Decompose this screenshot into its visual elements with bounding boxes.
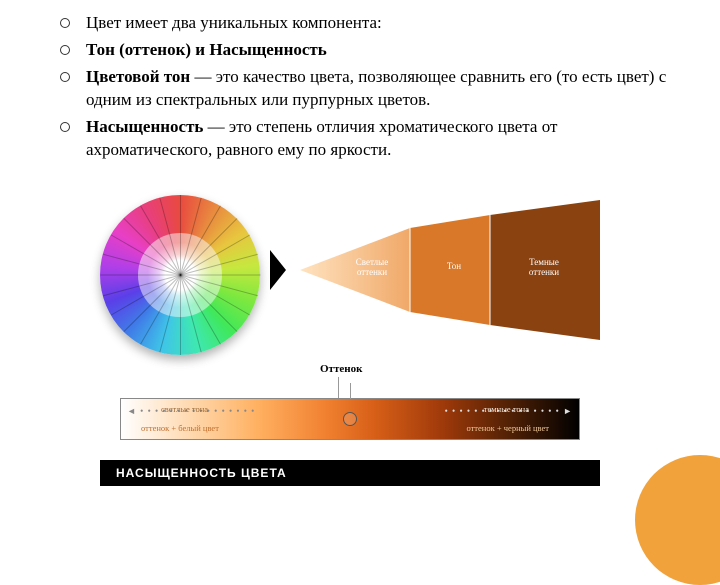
bullet-text: Цветовой тон — это качество цвета, позво… (86, 66, 670, 112)
bar-label-top-right: темные тона (484, 405, 529, 415)
bullet-text: Цвет имеет два уникальных компонента: (86, 12, 382, 35)
bullet-text: Насыщенность — это степень отличия хрома… (86, 116, 670, 162)
bar-center-marker-icon (343, 412, 357, 426)
bar-label-top-left: светлые тона (161, 405, 208, 415)
bullet-item: Цвет имеет два уникальных компонента: (60, 12, 670, 35)
bar-label-bottom-right: оттенок + черный цвет (466, 424, 549, 434)
saturation-caption: НАСЫЩЕННОСТЬ ЦВЕТА (100, 460, 600, 486)
value-wedge: Светлые оттенки Тон Темные оттенки (300, 200, 600, 340)
bullet-text: Тон (оттенок) и Насыщенность (86, 39, 327, 62)
bullet-marker-icon (60, 122, 70, 132)
figures-region: Светлые оттенки Тон Темные оттенки Оттен… (0, 180, 720, 540)
bar-label-bottom-left: оттенок + белый цвет (141, 424, 219, 434)
bullet-marker-icon (60, 45, 70, 55)
hue-pointer-line (338, 377, 339, 399)
bullet-item: Тон (оттенок) и Насыщенность (60, 39, 670, 62)
bullet-list: Цвет имеет два уникальных компонента: То… (0, 0, 720, 162)
bullet-marker-icon (60, 72, 70, 82)
color-wheel (100, 195, 260, 355)
bullet-marker-icon (60, 18, 70, 28)
arrow-right-icon (270, 250, 286, 290)
tone-bar: ◄ • • • • • • • • • • • • • • • • • • • … (120, 398, 580, 440)
bullet-item: Цветовой тон — это качество цвета, позво… (60, 66, 670, 112)
wedge-label-dark: Темные оттенки (514, 258, 574, 278)
corner-decoration-circle (635, 455, 720, 585)
wedge-label-light: Светлые оттенки (344, 258, 400, 278)
hue-label: Оттенок (320, 363, 362, 375)
bullet-item: Насыщенность — это степень отличия хрома… (60, 116, 670, 162)
wedge-label-tone: Тон (434, 262, 474, 272)
